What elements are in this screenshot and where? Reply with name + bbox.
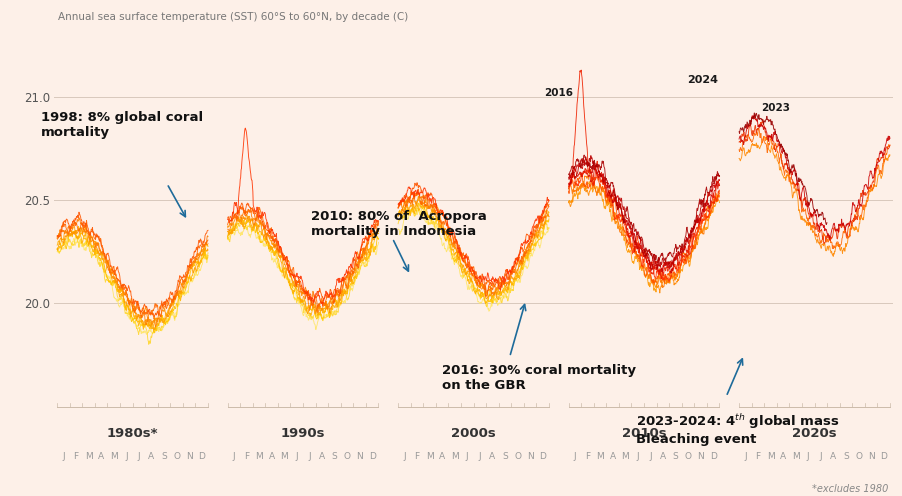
Text: O: O: [173, 452, 180, 461]
Text: S: S: [502, 452, 508, 461]
Text: J: J: [807, 452, 810, 461]
Text: 2010: 80% of  Acropora
mortality in Indonesia: 2010: 80% of Acropora mortality in Indon…: [311, 210, 487, 238]
Text: M: M: [110, 452, 117, 461]
Text: A: A: [439, 452, 446, 461]
Text: N: N: [186, 452, 192, 461]
Text: J: J: [308, 452, 310, 461]
Text: 2020s: 2020s: [792, 428, 837, 440]
Text: J: J: [466, 452, 468, 461]
Text: 1990s: 1990s: [281, 428, 326, 440]
Text: O: O: [344, 452, 351, 461]
Text: A: A: [319, 452, 325, 461]
Text: N: N: [356, 452, 363, 461]
Text: N: N: [868, 452, 874, 461]
Text: 2010s: 2010s: [621, 428, 667, 440]
Text: 2024: 2024: [687, 75, 718, 85]
Text: A: A: [780, 452, 787, 461]
Text: F: F: [584, 452, 590, 461]
Text: A: A: [490, 452, 495, 461]
Text: J: J: [820, 452, 822, 461]
Text: F: F: [414, 452, 419, 461]
Text: D: D: [369, 452, 375, 461]
Text: 2016: 2016: [544, 88, 573, 98]
Text: Annual sea surface temperature (SST) 60°S to 60°N, by decade (C): Annual sea surface temperature (SST) 60°…: [59, 12, 409, 22]
Text: J: J: [479, 452, 481, 461]
Text: M: M: [451, 452, 458, 461]
Text: J: J: [62, 452, 65, 461]
Text: *excludes 1980: *excludes 1980: [812, 484, 888, 494]
Text: M: M: [596, 452, 604, 461]
Text: 2023: 2023: [761, 103, 790, 113]
Text: D: D: [880, 452, 887, 461]
Text: S: S: [843, 452, 849, 461]
Text: A: A: [831, 452, 836, 461]
Text: S: S: [673, 452, 678, 461]
Text: O: O: [855, 452, 862, 461]
Text: J: J: [403, 452, 406, 461]
Text: 1980s*: 1980s*: [106, 428, 159, 440]
Text: A: A: [269, 452, 275, 461]
Text: F: F: [755, 452, 760, 461]
Text: A: A: [610, 452, 616, 461]
Text: F: F: [73, 452, 78, 461]
Text: M: M: [792, 452, 799, 461]
Text: A: A: [98, 452, 105, 461]
Text: N: N: [697, 452, 704, 461]
Text: D: D: [710, 452, 716, 461]
Text: J: J: [637, 452, 639, 461]
Text: 2023-2024: 4$^{th}$ global mass
Bleaching event: 2023-2024: 4$^{th}$ global mass Bleachin…: [636, 413, 840, 446]
Text: 2016: 30% coral mortality
on the GBR: 2016: 30% coral mortality on the GBR: [442, 364, 636, 392]
Text: M: M: [767, 452, 775, 461]
Text: 2000s: 2000s: [451, 428, 496, 440]
Text: M: M: [426, 452, 434, 461]
Text: D: D: [539, 452, 546, 461]
Text: J: J: [649, 452, 651, 461]
Text: J: J: [296, 452, 298, 461]
Text: A: A: [148, 452, 154, 461]
Text: J: J: [125, 452, 127, 461]
Text: S: S: [332, 452, 337, 461]
Text: O: O: [514, 452, 521, 461]
Text: S: S: [161, 452, 167, 461]
Text: M: M: [255, 452, 262, 461]
Text: O: O: [685, 452, 692, 461]
Text: J: J: [233, 452, 235, 461]
Text: D: D: [198, 452, 205, 461]
Text: F: F: [244, 452, 249, 461]
Text: A: A: [660, 452, 666, 461]
Text: M: M: [281, 452, 288, 461]
Text: M: M: [85, 452, 92, 461]
Text: N: N: [527, 452, 533, 461]
Text: J: J: [744, 452, 747, 461]
Text: 1998: 8% global coral
mortality: 1998: 8% global coral mortality: [41, 111, 203, 139]
Text: J: J: [574, 452, 576, 461]
Text: J: J: [137, 452, 140, 461]
Text: M: M: [621, 452, 629, 461]
